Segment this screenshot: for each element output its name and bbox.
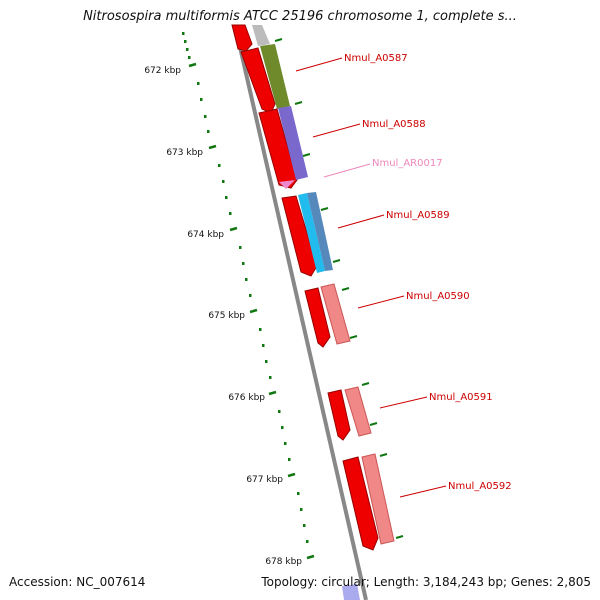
- ruler-dots-right: [274, 38, 404, 539]
- gene-partial-top[interactable]: [231, 24, 253, 52]
- ruler-label: 674 kbp: [187, 230, 224, 240]
- gene-arrow-Nmul_A0588-annot[interactable]: [278, 106, 308, 180]
- gene-arrow-Nmul_A0591[interactable]: [327, 389, 351, 441]
- gene-label[interactable]: Nmul_A0591: [429, 392, 493, 403]
- gene-label[interactable]: Nmul_A0592: [448, 481, 512, 492]
- label-connector: [357, 295, 405, 309]
- gene-label[interactable]: Nmul_A0587: [344, 53, 408, 64]
- label-connector: [399, 485, 447, 498]
- label-connector: [337, 214, 385, 229]
- gene-arrow-Nmul_A0590[interactable]: [304, 287, 331, 348]
- ruler-label: 677 kbp: [246, 475, 283, 485]
- gene-arrow-Nmul_A0589-annot-a[interactable]: [298, 193, 325, 273]
- gene-arrow-Nmul_A0592[interactable]: [342, 456, 379, 551]
- gene-partial-top-grey[interactable]: [252, 25, 270, 46]
- gene-arrow-Nmul_A0587[interactable]: [240, 47, 276, 114]
- gene-arrow-Nmul_AR0017[interactable]: [279, 180, 295, 189]
- ruler-label: 672 kbp: [144, 66, 181, 76]
- gene-label[interactable]: Nmul_A0588: [362, 119, 426, 130]
- gene-arrow-Nmul_A0591-annot[interactable]: [344, 386, 372, 437]
- ruler-dots: [182, 32, 309, 543]
- ruler-ticks: [188, 62, 315, 560]
- gene-arrow-Nmul_A0590-annot[interactable]: [320, 283, 351, 345]
- genome-summary: Topology: circular; Length: 3,184,243 bp…: [261, 575, 591, 589]
- ruler-label: 675 kbp: [208, 311, 245, 321]
- gene-arrow-Nmul_A0589[interactable]: [281, 195, 318, 277]
- ruler-label: 676 kbp: [228, 393, 265, 403]
- gene-arrow-Nmul_A0592-annot[interactable]: [361, 453, 395, 545]
- label-connector: [379, 396, 428, 409]
- accession-text: Accession: NC_007614: [9, 575, 146, 589]
- label-connector: [312, 123, 361, 138]
- map-title: Nitrosospira multiformis ATCC 25196 chro…: [83, 9, 517, 24]
- label-connector: [323, 163, 371, 178]
- gene-label[interactable]: Nmul_A0590: [406, 291, 470, 302]
- gene-label[interactable]: Nmul_A0589: [386, 210, 450, 221]
- gene-arrow-Nmul_A0589-annot-b[interactable]: [307, 192, 333, 271]
- gene-label[interactable]: Nmul_AR0017: [372, 158, 443, 169]
- ruler-label: 678 kbp: [265, 557, 302, 567]
- genome-backbone: [233, 24, 368, 600]
- ruler-label: 673 kbp: [166, 148, 203, 158]
- label-connector: [295, 57, 343, 72]
- gene-arrow-Nmul_A0587-annot[interactable]: [260, 44, 290, 109]
- gene-partial-bottom[interactable]: [342, 584, 360, 600]
- gene-arrow-Nmul_A0588[interactable]: [258, 108, 298, 189]
